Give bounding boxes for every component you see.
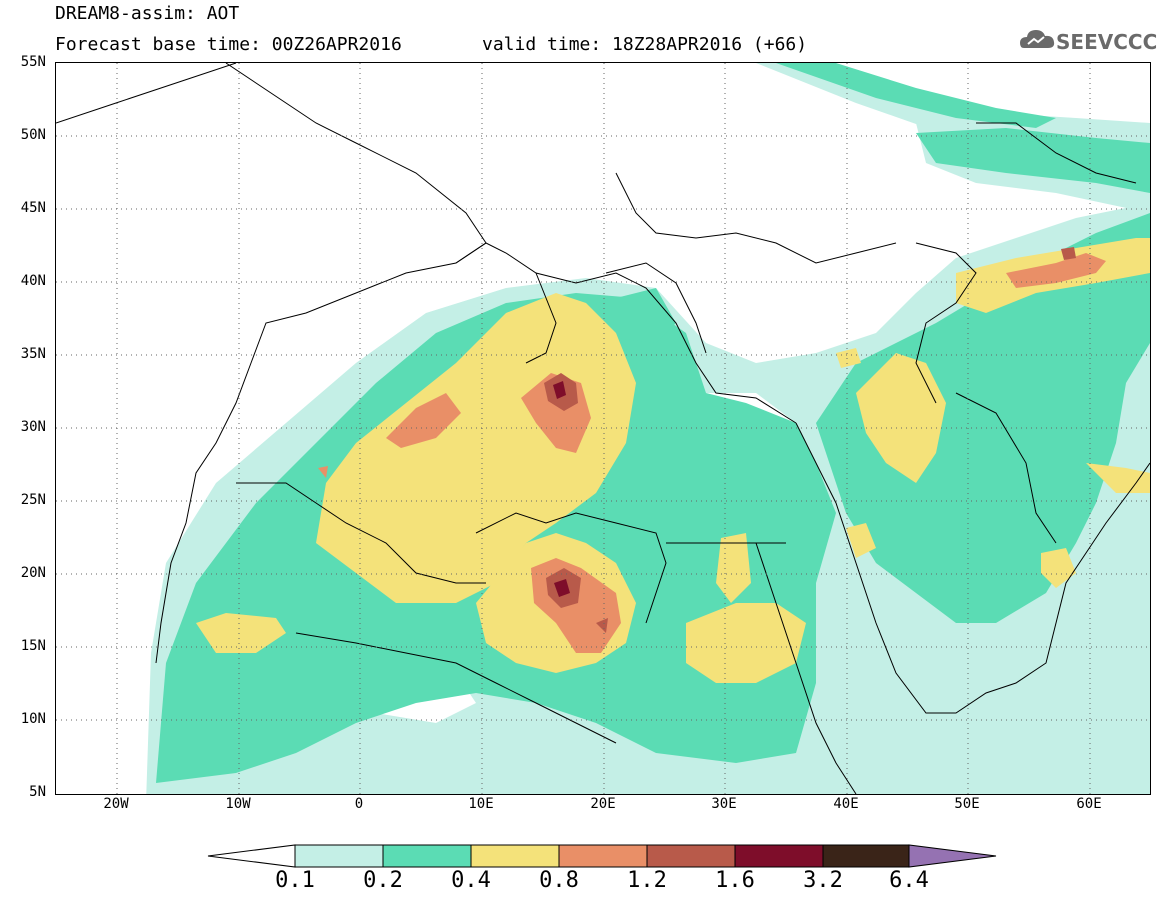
lon-label-20w: 20W xyxy=(103,796,129,812)
colorbar-label-3.2: 3.2 xyxy=(803,868,843,893)
colorbar-bin-0.2 xyxy=(382,844,472,868)
colorbar-label-0.2: 0.2 xyxy=(363,868,403,893)
lat-label-20n: 20N xyxy=(20,565,46,581)
colorbar-bin-0.8 xyxy=(558,844,648,868)
colorbar-label-6.4: 6.4 xyxy=(889,868,929,893)
lat-label-55n: 55N xyxy=(20,54,46,70)
lon-label-0: 0 xyxy=(354,796,364,812)
colorbar-bin-3.2 xyxy=(822,844,910,868)
cloud-icon xyxy=(1020,30,1055,48)
colorbar-bin-1.2 xyxy=(646,844,736,868)
lat-label-50n: 50N xyxy=(20,127,46,143)
chart-title: DREAM8-assim: AOT xyxy=(55,3,240,24)
colorbar-high-arrow xyxy=(908,844,997,868)
aot-band-1.6 xyxy=(553,381,570,597)
logo-text: SEEVCCC xyxy=(1056,30,1158,54)
lon-label-40e: 40E xyxy=(833,796,859,812)
seevccc-logo xyxy=(1018,22,1158,58)
lon-label-20e: 20E xyxy=(590,796,616,812)
colorbar-label-1.2: 1.2 xyxy=(627,868,667,893)
aot-field xyxy=(56,63,1150,794)
lat-label-5n: 5N xyxy=(29,784,46,800)
lat-label-25n: 25N xyxy=(20,492,46,508)
lat-label-35n: 35N xyxy=(20,346,46,362)
map-outlines xyxy=(56,63,1150,794)
lat-label-10n: 10N xyxy=(20,711,46,727)
lon-label-10w: 10W xyxy=(225,796,251,812)
colorbar-low-arrow xyxy=(207,844,296,868)
lon-label-30e: 30E xyxy=(711,796,737,812)
colorbar-bin-0.1 xyxy=(294,844,384,868)
colorbar-label-0.8: 0.8 xyxy=(539,868,579,893)
lat-label-45n: 45N xyxy=(20,200,46,216)
colorbar-label-0.1: 0.1 xyxy=(275,868,315,893)
map-panel xyxy=(55,62,1151,795)
lat-label-40n: 40N xyxy=(20,273,46,289)
forecast-base-time: Forecast base time: 00Z26APR2016 xyxy=(55,34,402,55)
colorbar-bin-1.6 xyxy=(734,844,824,868)
colorbar-label-0.4: 0.4 xyxy=(451,868,491,893)
lon-label-10e: 10E xyxy=(468,796,494,812)
lat-label-15n: 15N xyxy=(20,638,46,654)
colorbar-bin-0.4 xyxy=(470,844,560,868)
valid-time: valid time: 18Z28APR2016 (+66) xyxy=(482,34,808,55)
gridlines xyxy=(56,63,1150,794)
colorbar-label-1.6: 1.6 xyxy=(715,868,755,893)
lon-label-60e: 60E xyxy=(1076,796,1102,812)
lon-label-50e: 50E xyxy=(954,796,980,812)
lat-label-30n: 30N xyxy=(20,419,46,435)
